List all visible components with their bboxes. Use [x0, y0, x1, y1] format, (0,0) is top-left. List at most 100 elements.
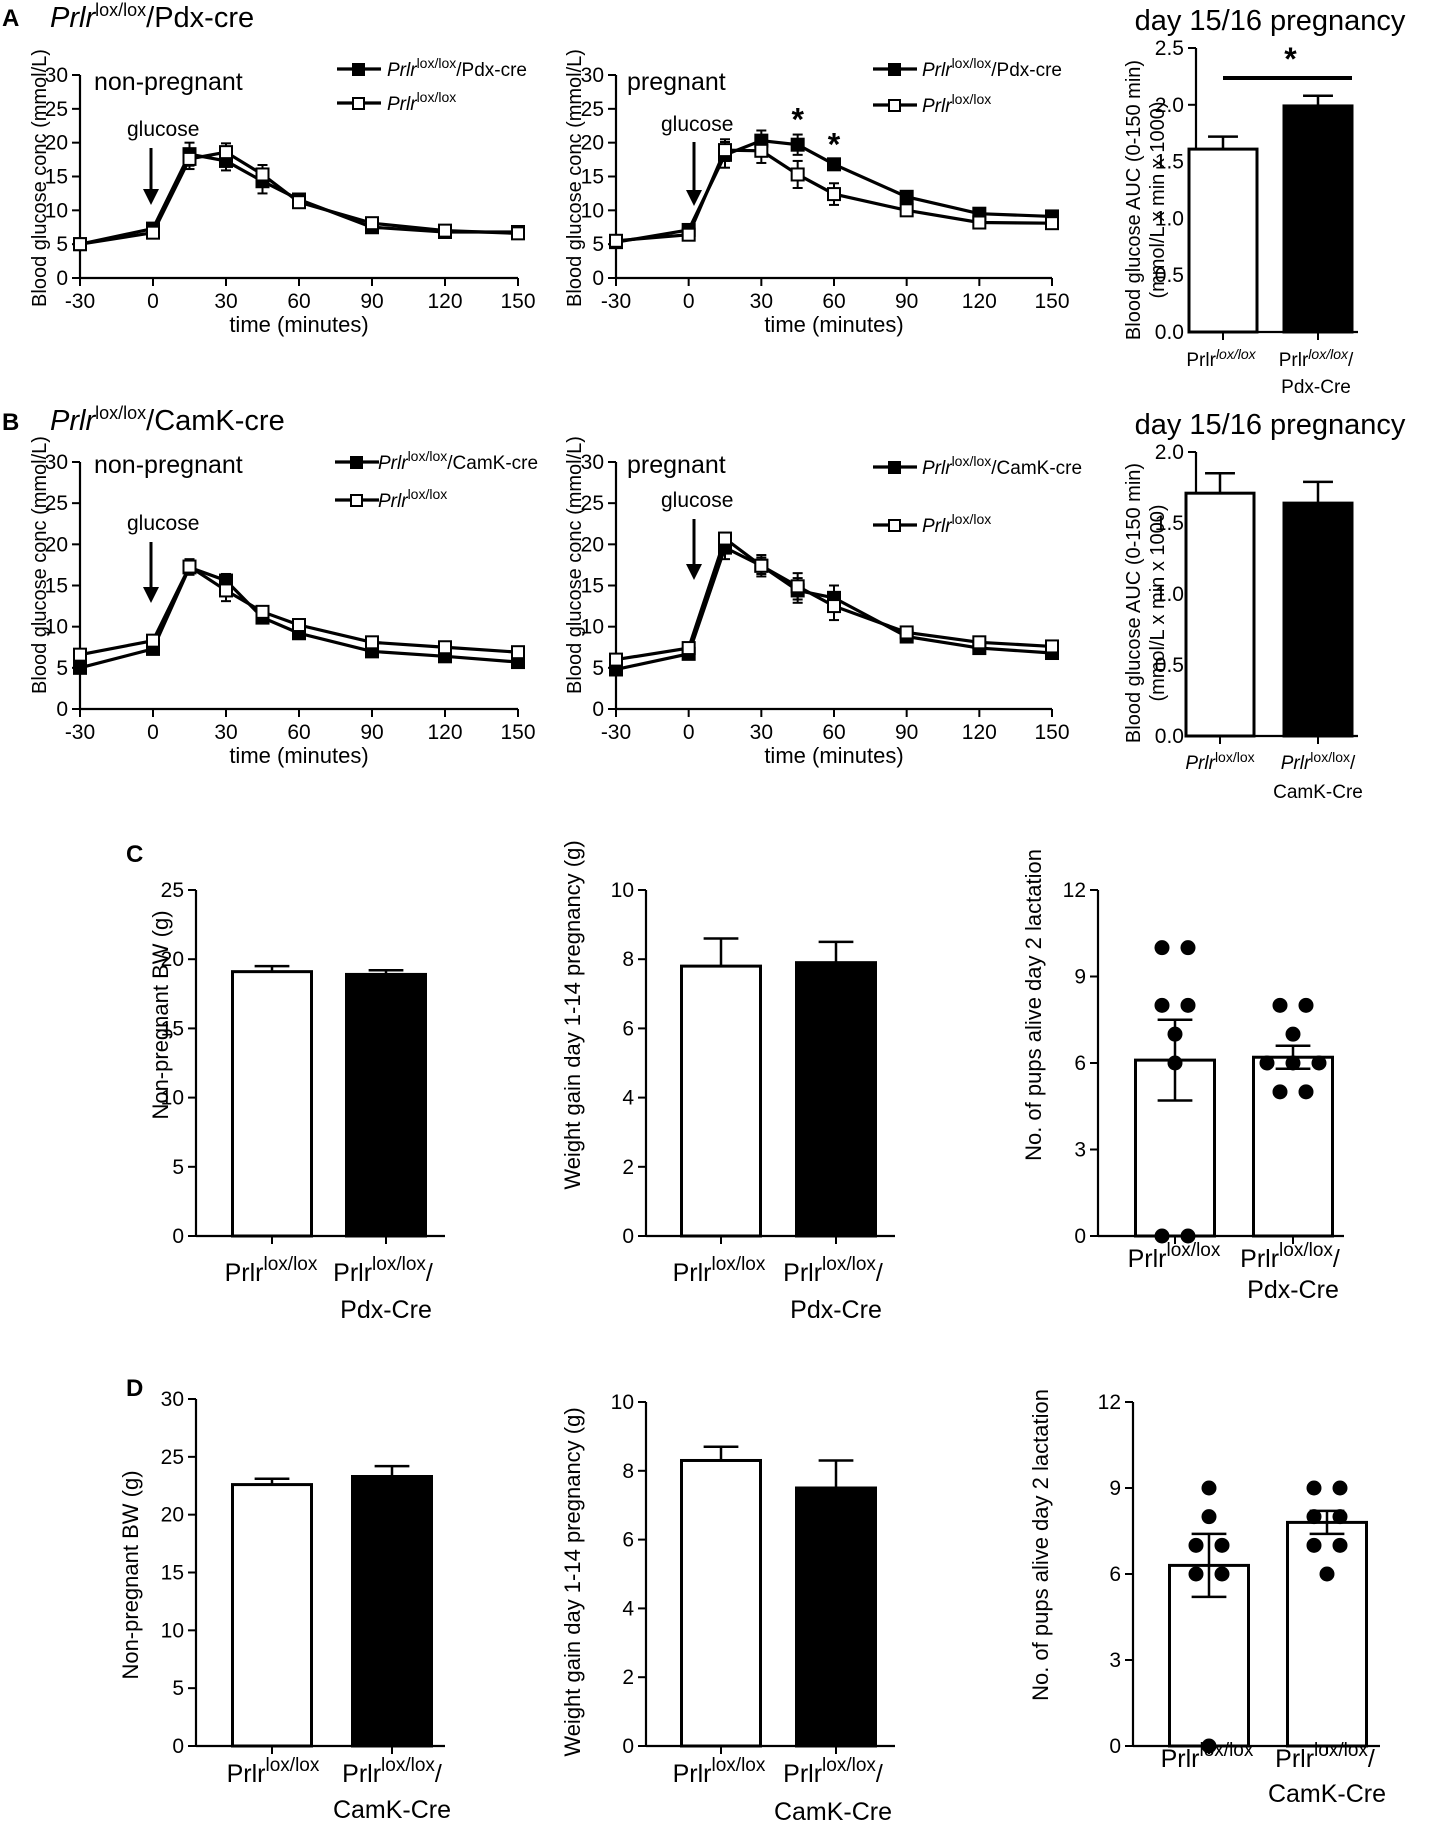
y-axis-label: Weight gain day 1-14 pregnancy (g)	[560, 1407, 585, 1756]
x-tick-label: 30	[750, 290, 773, 313]
category-label: Prlrlox/lox	[1186, 346, 1256, 371]
data-point	[1180, 1228, 1196, 1244]
y-tick-label: 2.5	[1155, 37, 1184, 60]
panel-label-c: C	[126, 841, 143, 868]
series-line-control	[79, 564, 519, 657]
a-nonpregnant-glucose-label: glucose	[127, 118, 199, 141]
y-tick-label: 0.0	[1155, 321, 1184, 344]
legend-marker	[350, 494, 363, 507]
series-line-cre	[79, 565, 519, 670]
chart-c-bw: 0 5 10 15 20 25	[161, 879, 445, 1248]
x-tick-label: 120	[962, 721, 997, 744]
y-tick-label: 4	[622, 1087, 634, 1110]
category-label: Pdx-Cre	[340, 1296, 432, 1324]
category-label: Prlrlox/lox	[227, 1755, 320, 1788]
y-tick-label: 0	[622, 1735, 634, 1758]
y-tick-label: 15	[581, 575, 604, 598]
data-point-control	[146, 633, 160, 648]
glucose-arrow-head	[686, 190, 702, 206]
data-point-cre	[899, 189, 914, 204]
data-point	[1201, 1509, 1217, 1525]
legend-label-cre: Prlrlox/lox/CamK-cre	[378, 448, 538, 474]
chart-b-auc: 0.0 0.5 1.0 1.5 2.0	[1155, 441, 1358, 748]
y-tick-label: 15	[161, 1017, 184, 1040]
y-tick-label: 5	[592, 657, 604, 680]
legend-b-pregnant: Prlrlox/lox/CamK-cre Prlrlox/lox	[922, 453, 1082, 537]
y-axis-label: Blood glucose AUC (0-150 min)	[1123, 463, 1145, 743]
glucose-arrow-head	[686, 564, 702, 580]
a-auc-title: day 15/16 pregnancy	[1135, 5, 1406, 37]
data-point	[1332, 1480, 1348, 1496]
y-axis-label: Blood glucose AUC (0-150 min)	[1123, 60, 1145, 340]
y-tick-label: 30	[45, 451, 68, 474]
y-tick-label: 30	[581, 451, 604, 474]
data-point-control	[827, 187, 841, 202]
data-point	[1188, 1566, 1204, 1582]
data-point	[1188, 1537, 1204, 1553]
c-pups-category-labels: Prlrlox/lox Prlrlox/lox/ Pdx-Cre	[1128, 1240, 1340, 1304]
data-point	[1201, 1738, 1217, 1754]
y-axis-label: Blood glucose conc (mmol/L)	[564, 49, 586, 307]
x-tick-label: 150	[500, 290, 535, 313]
row-b-genotype-title: Prlrlox/lox/CamK-cre	[50, 403, 285, 437]
y-tick-label: 30	[161, 1388, 184, 1411]
category-label: Prlrlox/lox	[673, 1254, 766, 1287]
x-tick-label: 0	[147, 721, 159, 744]
chart-a-auc: 0.0 0.5 1.0 1.5 2.0 2.5 *	[1155, 37, 1358, 344]
x-axis-label: time (minutes)	[764, 312, 903, 337]
c-wg-category-labels: Prlrlox/lox Prlrlox/lox/ Pdx-Cre	[673, 1254, 883, 1324]
d-wg-category-labels: Prlrlox/lox Prlrlox/lox/ CamK-Cre	[673, 1755, 892, 1826]
a-pregnant-glucose-label: glucose	[661, 113, 733, 136]
data-point	[1285, 1055, 1301, 1071]
bar-control	[231, 970, 313, 1238]
b-auc-title: day 15/16 pregnancy	[1135, 409, 1406, 441]
data-point	[1306, 1537, 1322, 1553]
data-point	[1306, 1480, 1322, 1496]
c-bw-category-labels: Prlrlox/lox Prlrlox/lox/ Pdx-Cre	[225, 1254, 433, 1324]
category-label: Prlrlox/lox	[1185, 749, 1254, 774]
panel-label-a: A	[2, 5, 19, 32]
y-tick-label: 0.0	[1155, 725, 1184, 748]
y-tick-label: 25	[45, 492, 68, 515]
data-point	[1167, 1026, 1183, 1042]
category-label: Prlrlox/lox/	[783, 1254, 883, 1287]
data-point-control	[438, 223, 452, 238]
y-axis-label: Blood glucose conc (mmol/L)	[564, 436, 586, 694]
legend-marker	[888, 63, 901, 76]
y-tick-label: 0	[56, 267, 68, 290]
data-point-control	[1045, 639, 1059, 654]
x-tick-label: 60	[822, 290, 845, 313]
y-tick-label: 10	[45, 616, 68, 639]
y-tick-label: 6	[1109, 1563, 1121, 1586]
data-point-control	[681, 227, 696, 242]
y-tick-label: 0	[56, 698, 68, 721]
y-tick-label: 15	[581, 166, 604, 189]
legend-label-cre: Prlrlox/lox/Pdx-cre	[387, 55, 527, 81]
y-tick-label: 20	[161, 948, 184, 971]
x-tick-label: -30	[65, 290, 95, 313]
bar-cre	[1286, 1520, 1368, 1748]
y-tick-label: 25	[45, 98, 68, 121]
data-point	[1272, 997, 1288, 1013]
category-label: CamK-Cre	[333, 1796, 451, 1824]
data-point-control	[609, 233, 623, 248]
data-point-control	[292, 618, 306, 633]
y-tick-label: 30	[581, 64, 604, 87]
y-tick-label: 15	[45, 575, 68, 598]
x-tick-label: 0	[683, 721, 695, 744]
data-point-control	[182, 559, 197, 574]
data-point	[1201, 1480, 1217, 1496]
data-point-control	[292, 195, 306, 210]
y-tick-label: 20	[581, 132, 604, 155]
x-tick-label: 120	[427, 721, 462, 744]
data-point-control	[219, 145, 233, 160]
y-tick-label: 10	[611, 879, 634, 902]
data-point-control	[146, 225, 160, 240]
y-tick-label: 5	[56, 657, 68, 680]
legend-label-control: Prlrlox/lox	[378, 486, 447, 512]
y-axis-label: No. of pups alive day 2 lactation	[1028, 1389, 1053, 1701]
category-label: Prlrlox/lox	[1161, 1740, 1254, 1773]
